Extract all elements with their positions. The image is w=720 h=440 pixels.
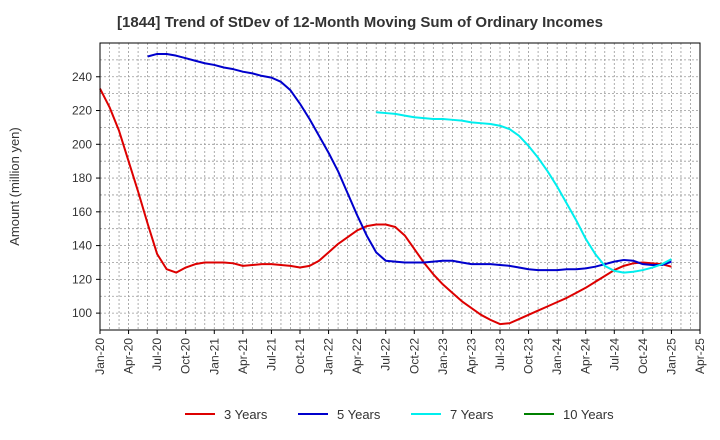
series-line-7-years xyxy=(376,111,672,274)
y-tick-label: 120 xyxy=(72,272,92,286)
plot-frame xyxy=(99,42,701,331)
grid-layer xyxy=(100,43,700,330)
legend-label: 7 Years xyxy=(450,407,494,422)
legend-label: 10 Years xyxy=(563,407,614,422)
x-tick-label: Jan-23 xyxy=(436,338,450,375)
tick-layer: 100 120 140 160 180 200 220 240 Jan-20 Apr-20 Jul-… xyxy=(72,70,707,375)
x-tick-label: Oct-22 xyxy=(407,338,421,374)
x-tick-label: Apr-23 xyxy=(464,338,478,374)
y-tick-label: 200 xyxy=(72,137,92,151)
y-tick-label: 240 xyxy=(72,70,92,84)
legend-label: 3 Years xyxy=(224,407,268,422)
x-tick-label: Oct-21 xyxy=(293,338,307,374)
x-tick-label: Apr-24 xyxy=(579,338,593,374)
x-tick-label: Apr-21 xyxy=(236,338,250,374)
x-tick-label: Jan-20 xyxy=(93,338,107,375)
x-tick-label: Oct-23 xyxy=(522,338,536,374)
y-tick-label: 220 xyxy=(72,104,92,118)
legend-label: 5 Years xyxy=(337,407,381,422)
x-tick-label: Jan-25 xyxy=(664,338,678,375)
x-tick-label: Oct-24 xyxy=(636,338,650,374)
x-tick-label: Jul-24 xyxy=(607,338,621,371)
x-tick-label: Apr-22 xyxy=(350,338,364,374)
x-tick-label: Jul-23 xyxy=(493,338,507,371)
y-tick-label: 180 xyxy=(72,171,92,185)
series-line-5-years xyxy=(147,52,672,272)
x-tick-label: Jul-22 xyxy=(379,338,393,371)
x-tick-label: Jan-21 xyxy=(207,338,221,375)
x-tick-label: Jul-20 xyxy=(150,338,164,371)
y-tick-label: 100 xyxy=(72,306,92,320)
y-tick-label: 140 xyxy=(72,239,92,253)
y-tick-label: 160 xyxy=(72,205,92,219)
series-layer xyxy=(99,52,672,326)
x-tick-label: Jan-24 xyxy=(550,338,564,375)
x-tick-label: Apr-25 xyxy=(693,338,707,374)
chart-title: [1844] Trend of StDev of 12-Month Moving… xyxy=(117,14,603,31)
series-line-3-years xyxy=(99,88,672,326)
legend: 3 Years 5 Years 7 Years 10 Years xyxy=(185,407,614,422)
x-tick-label: Jan-22 xyxy=(322,338,336,375)
x-tick-label: Jul-21 xyxy=(264,338,278,371)
x-tick-label: Oct-20 xyxy=(179,338,193,374)
y-axis-label: Amount (million yen) xyxy=(7,127,22,246)
x-tick-label: Apr-20 xyxy=(122,338,136,374)
